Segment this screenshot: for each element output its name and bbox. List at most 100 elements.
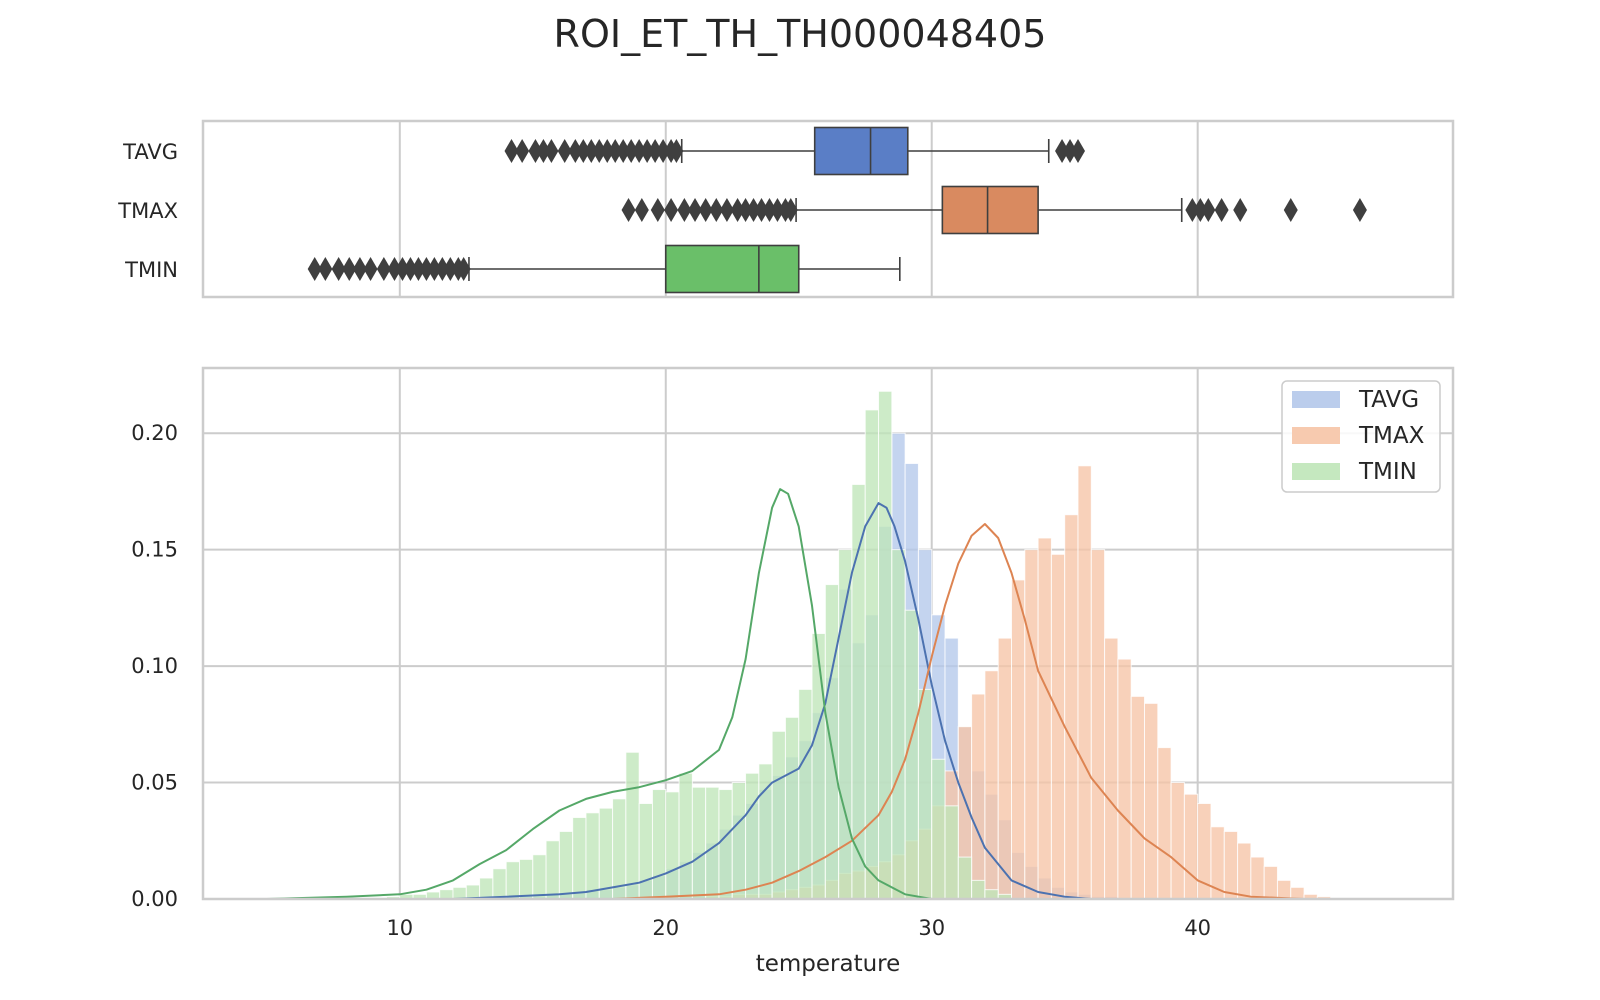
box-outlier-marker (1352, 198, 1367, 222)
histogram-bar (1237, 842, 1252, 899)
box-tavg (504, 126, 1085, 176)
histogram-bars (386, 390, 1332, 899)
histogram-bar (745, 772, 760, 899)
histogram-bar (1143, 702, 1159, 899)
histogram-bar (891, 549, 906, 899)
histogram-bar (545, 840, 560, 899)
box-outlier-marker (568, 139, 583, 163)
histogram-bar (878, 390, 893, 899)
y-tick-label: 0.20 (131, 421, 178, 445)
box-outlier-marker (650, 198, 665, 222)
box-iqr (941, 185, 1039, 235)
histogram-bar (691, 786, 707, 899)
box-outlier-marker (746, 198, 761, 222)
box-outlier-marker (515, 139, 530, 163)
box-tmax (621, 185, 1367, 235)
histogram-bar (931, 758, 946, 899)
histogram-bar (651, 789, 667, 899)
histogram-bar (1011, 579, 1026, 899)
box-outlier-marker (435, 257, 450, 281)
box-outlier-marker (427, 257, 442, 281)
box-outlier-marker (443, 257, 458, 281)
box-outlier-marker (342, 257, 357, 281)
x-tick-label: 30 (918, 916, 945, 940)
legend: TAVG TMAX TMIN (1281, 380, 1441, 493)
box-outlier-marker (632, 139, 647, 163)
box-iqr (813, 126, 909, 176)
histogram-bar (718, 789, 733, 899)
box-outlier-marker (624, 139, 639, 163)
box-outlier-marker (698, 198, 713, 222)
box-outlier-marker (395, 257, 410, 281)
histogram-bar (492, 868, 507, 899)
box-outlier-marker (783, 198, 798, 222)
x-tick-label: 20 (652, 916, 679, 940)
histogram-bar (1104, 637, 1119, 899)
box-category-label: TMIN (124, 258, 178, 282)
x-tick-label: 10 (386, 916, 413, 940)
histogram-bar (465, 884, 481, 899)
box-outlier-marker (600, 139, 615, 163)
box-outlier-marker (688, 198, 703, 222)
histogram-bar (731, 782, 747, 899)
box-outlier-marker (403, 257, 418, 281)
box-outlier-marker (664, 198, 679, 222)
histogram-panel: 0.00 0.05 0.10 0.15 0.20 10 20 30 40 temperature T… (131, 366, 1455, 977)
box-outlier-marker (536, 139, 551, 163)
histogram-bar (665, 791, 680, 899)
histogram-bar (1263, 865, 1278, 899)
box-outlier-marker (1193, 198, 1208, 222)
y-tick-label: 0.00 (131, 887, 178, 911)
box-outlier-marker (376, 257, 391, 281)
histogram-bar (1290, 886, 1305, 899)
histogram-bar (612, 798, 627, 899)
box-outlier-marker (738, 198, 753, 222)
histogram-bar (984, 889, 999, 899)
box-outlier-marker (352, 257, 367, 281)
box-outlier-marker (1201, 198, 1216, 222)
histogram-bar (771, 730, 786, 899)
box-plot-panel: TAVG TMAX TMIN (117, 119, 1455, 299)
box-category-label: TAVG (122, 140, 178, 164)
histogram-bar (1183, 793, 1199, 899)
x-axis-label: temperature (756, 951, 901, 977)
histogram-bar (452, 886, 467, 899)
histogram-bar (984, 670, 999, 899)
legend-swatch-tavg (1292, 391, 1340, 408)
histogram-bar (479, 877, 494, 899)
box-outlier-marker (608, 139, 623, 163)
histogram-bar (678, 772, 693, 899)
histogram-bar (572, 816, 587, 899)
histogram-bar (971, 879, 986, 899)
box-outlier-marker (730, 198, 745, 222)
box-outlier-marker (634, 198, 649, 222)
box-outlier-marker (770, 198, 785, 222)
box-outlier-marker (719, 198, 734, 222)
box-outlier-marker (557, 139, 572, 163)
histogram-bar (1170, 782, 1185, 899)
histogram-bar (1050, 553, 1066, 899)
histogram-bar (585, 812, 600, 899)
legend-label-tavg: TAVG (1358, 387, 1419, 413)
kde-curves (266, 488, 1305, 899)
box-outlier-marker (528, 139, 543, 163)
box-outlier-marker (576, 139, 591, 163)
histogram-bar (997, 637, 1013, 899)
box-outlier-marker (709, 198, 724, 222)
box-outlier-marker (318, 257, 333, 281)
box-outlier-marker (1063, 139, 1078, 163)
histogram-bar (439, 889, 454, 899)
histogram-bar (518, 858, 534, 899)
histogram-bar (944, 805, 959, 899)
box-outlier-marker (640, 139, 655, 163)
box-outlier-marker (1185, 198, 1200, 222)
box-outlier-marker (307, 257, 322, 281)
histogram-bar (971, 693, 986, 899)
histogram-bar (1037, 537, 1052, 899)
box-outlier-marker (669, 139, 684, 163)
legend-swatch-tmax (1292, 427, 1340, 444)
box-outlier-marker (656, 139, 671, 163)
histogram-bar (1130, 695, 1145, 899)
legend-label-tmax: TMAX (1358, 423, 1425, 449)
box-outlier-marker (363, 257, 378, 281)
